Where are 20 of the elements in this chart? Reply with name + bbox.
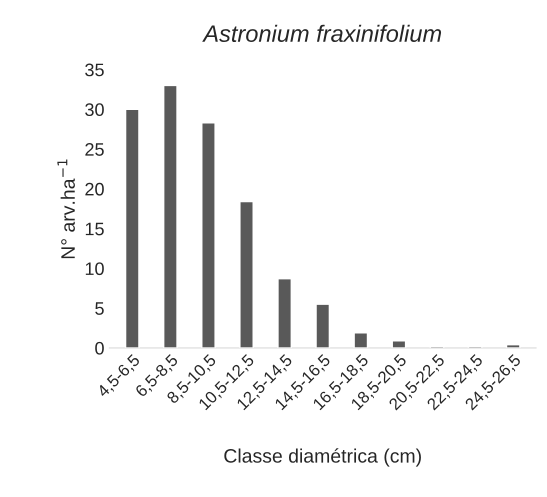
- bar: [506, 344, 521, 348]
- bar: [392, 340, 406, 348]
- y-tick-label: 30: [85, 103, 104, 116]
- bar: [124, 108, 140, 348]
- y-tick-label: 10: [86, 262, 104, 276]
- bar: [239, 200, 254, 348]
- y-axis-title: N° arv.ha$^{−1}$: [57, 160, 75, 258]
- y-tick-label: 0: [95, 342, 104, 355]
- x-axis-title: Classe diamétrica (cm): [224, 448, 421, 467]
- y-tick-label: 15: [86, 222, 104, 236]
- bar: [201, 122, 216, 348]
- y-tick-label: 20: [85, 182, 104, 196]
- y-tick-label: 35: [85, 64, 104, 76]
- y-tick-label: 25: [85, 143, 104, 156]
- bar: [353, 332, 368, 348]
- bar: [162, 84, 178, 348]
- bar: [277, 278, 292, 348]
- y-tick-label: 5: [95, 302, 104, 315]
- chart-title: Astronium fraxinifolium: [202, 24, 442, 42]
- bar: [315, 303, 330, 348]
